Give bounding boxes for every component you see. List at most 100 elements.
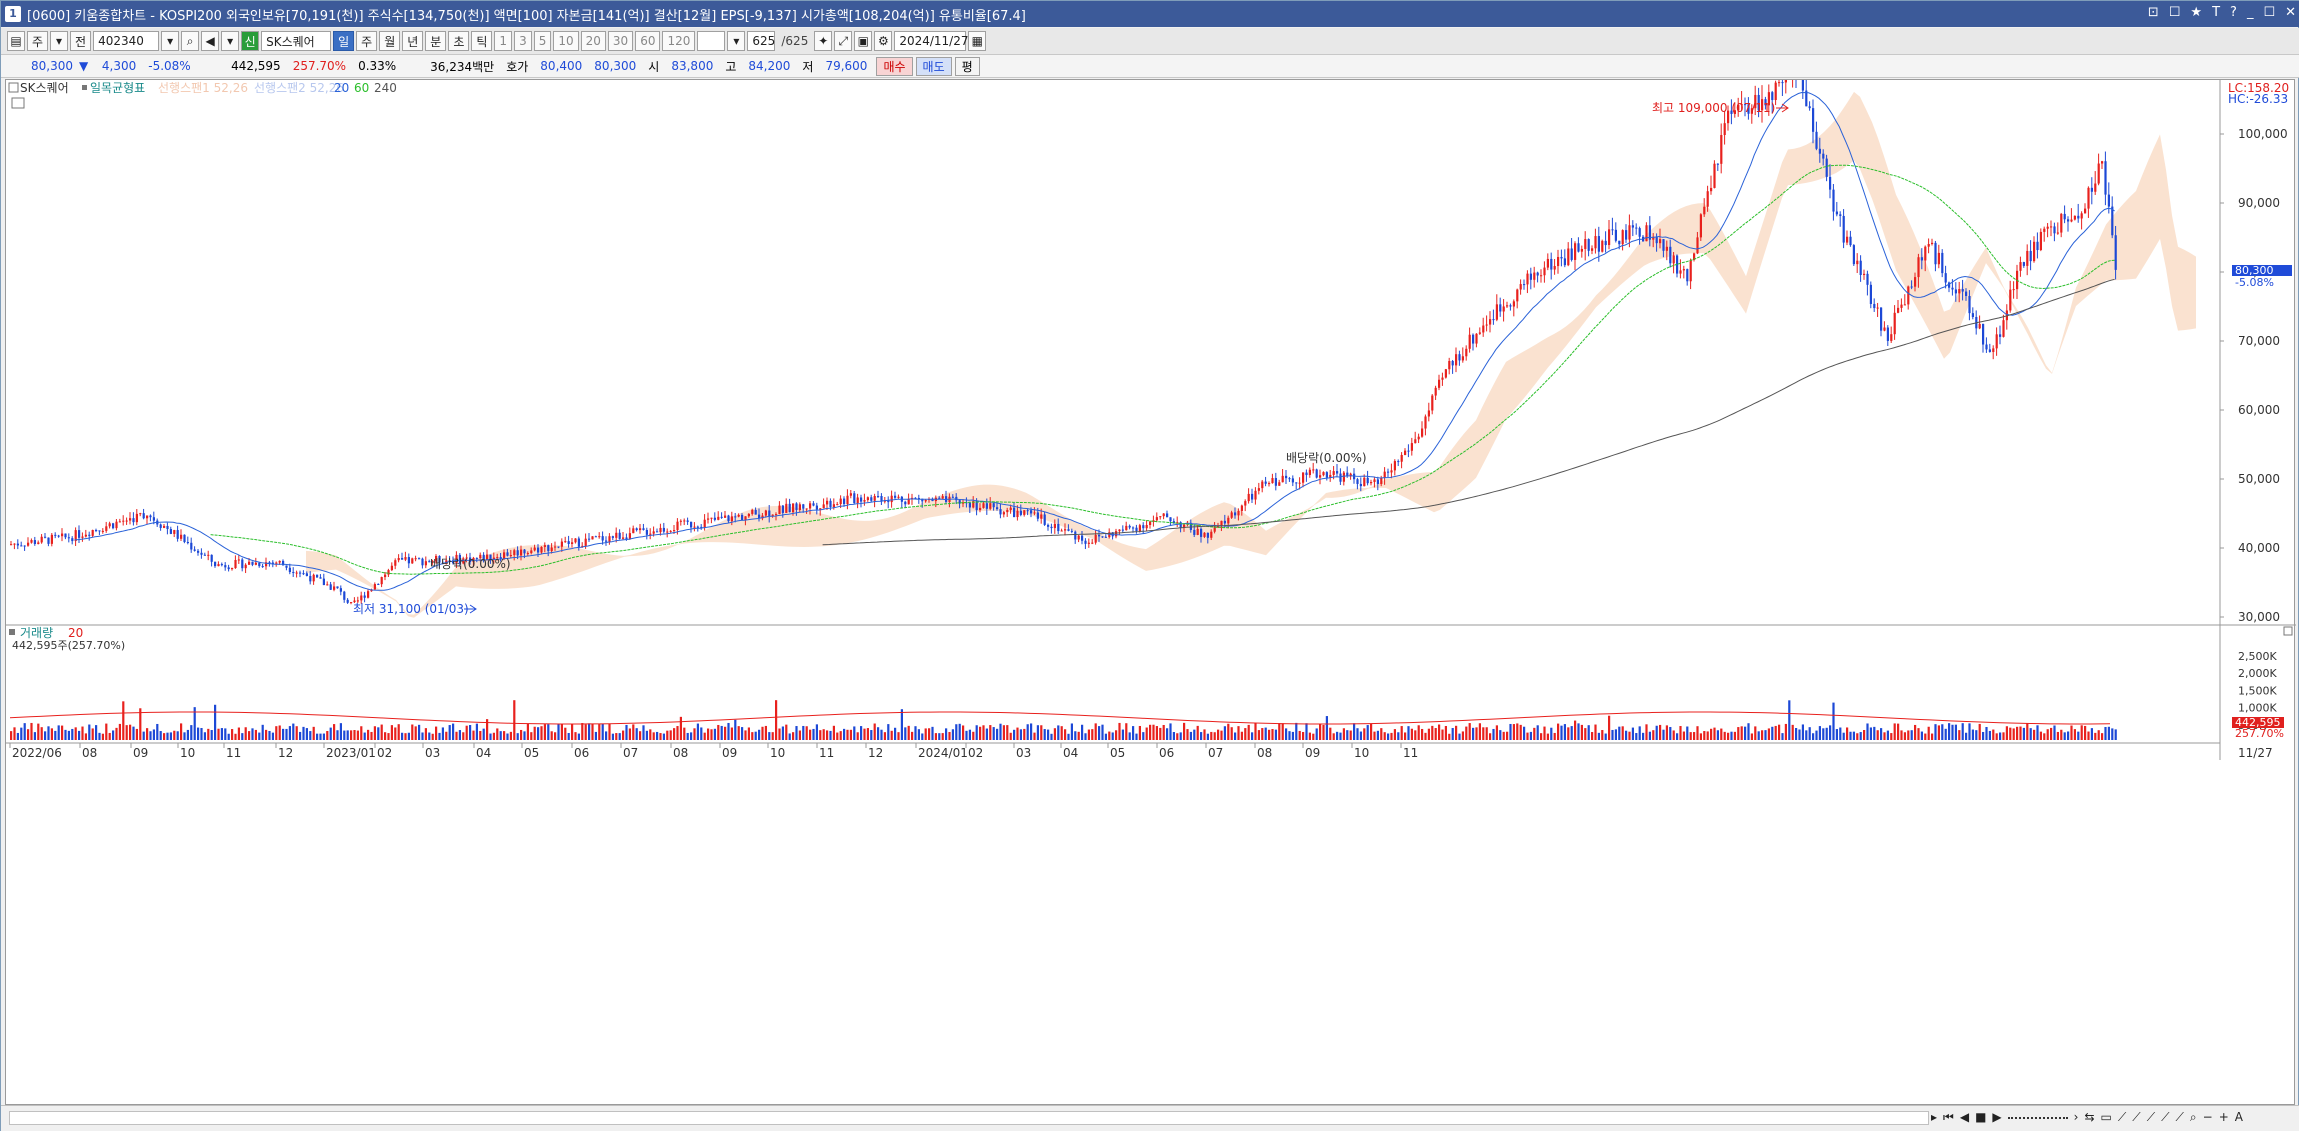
- tab-month[interactable]: 월: [379, 31, 401, 51]
- candle-body: [1716, 163, 1719, 165]
- favorite-icon[interactable]: ★: [2190, 5, 2203, 20]
- interval-10[interactable]: 10: [553, 31, 579, 51]
- compare-icon[interactable]: ⇆: [2084, 1110, 2095, 1124]
- interval-30[interactable]: 30: [607, 31, 634, 51]
- zoom-out-icon[interactable]: −: [2202, 1110, 2213, 1124]
- chevron-right-icon[interactable]: ›: [2073, 1110, 2079, 1124]
- candle-body: [169, 529, 172, 534]
- stock-name-field[interactable]: SK스퀘어: [261, 31, 332, 51]
- tool3-icon[interactable]: ⟋: [2146, 1110, 2156, 1124]
- volume-bar: [1417, 725, 1420, 740]
- code-input[interactable]: 402340: [93, 31, 160, 51]
- stop-icon[interactable]: ■: [1975, 1110, 1987, 1124]
- candle-body: [251, 561, 254, 565]
- horizontal-scrollbar[interactable]: ▸ ⏮ ◀ ■ ▶ › ⇆ ▭ ⟋ ⟋ ⟋ ⟋ ⟋ ⌕ − + A: [1, 1105, 2299, 1131]
- interval-3[interactable]: 3: [514, 31, 532, 51]
- scroll-right-icon[interactable]: ▸: [1931, 1110, 1938, 1124]
- candle-body: [1257, 488, 1260, 491]
- candle-body: [775, 514, 778, 516]
- menu-icon[interactable]: ▤: [7, 31, 25, 51]
- volume-bar: [268, 730, 271, 740]
- volume-bar: [1407, 726, 1410, 740]
- volume-bar: [1655, 725, 1658, 740]
- tab-week[interactable]: 주: [356, 31, 378, 51]
- chart-area[interactable]: SK스퀘어 일목균형표 선행스팬1 52,26 선행스팬2 52,26 20 6…: [5, 57, 2296, 1106]
- interval-1[interactable]: 1: [494, 31, 513, 51]
- volume-bar: [1026, 724, 1029, 740]
- candle-body: [1900, 304, 1903, 308]
- legend-ichimoku[interactable]: 일목균형표: [90, 81, 145, 95]
- sell-button[interactable]: 매도: [915, 56, 952, 76]
- zoom-in-icon[interactable]: +: [2218, 1110, 2229, 1124]
- minimize-button[interactable]: _: [2246, 5, 2254, 20]
- candle-body: [1121, 529, 1124, 531]
- candle-body: [305, 573, 308, 576]
- speaker-icon[interactable]: ◀: [201, 31, 220, 51]
- interval-120[interactable]: 120: [662, 31, 696, 51]
- font-icon[interactable]: T: [2212, 5, 2221, 20]
- tool2-icon[interactable]: ⟋: [2132, 1110, 2141, 1124]
- candle-body: [520, 549, 523, 556]
- candle-body: [407, 557, 410, 564]
- scroll-next-icon[interactable]: ▶: [1992, 1110, 2002, 1124]
- chevron-down-icon[interactable]: ▾: [727, 31, 746, 51]
- restore-layout-icon[interactable]: ☐: [2168, 5, 2181, 20]
- date-input[interactable]: 2024/11/27: [894, 31, 969, 51]
- layout-icon[interactable]: ▭: [2100, 1110, 2112, 1124]
- period-select[interactable]: 주: [27, 31, 49, 51]
- tab-day[interactable]: 일: [333, 31, 355, 51]
- zoom-slider[interactable]: [2007, 1116, 2068, 1119]
- custom-interval-input[interactable]: [697, 31, 726, 51]
- chevron-down-icon[interactable]: ▾: [50, 31, 69, 51]
- volume-pane-icon[interactable]: [9, 629, 15, 635]
- tool5-icon[interactable]: ⟋: [2175, 1110, 2184, 1124]
- volume-title[interactable]: 거래량: [20, 626, 53, 640]
- interval-20[interactable]: 20: [580, 31, 606, 51]
- chevron-down-icon[interactable]: ▾: [221, 31, 240, 51]
- count-input[interactable]: 625: [747, 31, 776, 51]
- font-size-icon[interactable]: A: [2234, 1110, 2243, 1124]
- code-dropdown-icon[interactable]: ▾: [161, 31, 180, 51]
- candle-body: [1781, 82, 1784, 84]
- pane-settings-icon[interactable]: [11, 97, 25, 109]
- tab-second[interactable]: 초: [448, 31, 470, 51]
- interval-5[interactable]: 5: [533, 31, 552, 51]
- volume-bar: [1380, 728, 1383, 740]
- scroll-first-icon[interactable]: ⏮: [1943, 1110, 1954, 1124]
- search-icon[interactable]: ⌕: [181, 31, 200, 51]
- market-select[interactable]: 전: [70, 31, 92, 51]
- volume-bar: [737, 726, 740, 740]
- scroll-track[interactable]: [9, 1111, 1929, 1125]
- price-volume-chart[interactable]: SK스퀘어 일목균형표 선행스팬1 52,26 선행스팬2 52,26 20 6…: [6, 57, 2296, 1106]
- indicator-icon[interactable]: ✦: [814, 31, 833, 51]
- close-button[interactable]: ✕: [2285, 5, 2296, 20]
- tool4-icon[interactable]: ⟋: [2161, 1110, 2170, 1124]
- candle-body: [649, 533, 652, 535]
- tab-year[interactable]: 년: [402, 31, 424, 51]
- scroll-prev-icon[interactable]: ◀: [1959, 1110, 1970, 1124]
- crosshair-icon[interactable]: ⤢: [834, 31, 853, 51]
- volume-bar: [846, 729, 849, 740]
- buy-button[interactable]: 매수: [876, 56, 913, 76]
- help-icon[interactable]: ?: [2230, 5, 2237, 20]
- volume-bar: [839, 731, 842, 740]
- volume-bar: [526, 723, 529, 740]
- calendar-icon[interactable]: ▦: [968, 31, 987, 51]
- pin-icon[interactable]: ⊡: [2147, 5, 2159, 20]
- balance-button[interactable]: 평: [954, 56, 980, 76]
- volume-bar: [581, 723, 584, 740]
- tab-minute[interactable]: 분: [425, 31, 447, 51]
- interval-60[interactable]: 60: [635, 31, 661, 51]
- tab-tick[interactable]: 틱: [471, 31, 493, 51]
- pane-toggle-icon[interactable]: [8, 82, 19, 93]
- candle-body: [598, 536, 601, 538]
- gear-icon[interactable]: ⚙: [874, 31, 893, 51]
- maximize-button[interactable]: ☐: [2263, 5, 2276, 20]
- tool-icon[interactable]: ⟋: [2117, 1110, 2127, 1124]
- zoom-icon[interactable]: ⌕: [2189, 1110, 2197, 1124]
- candle-body: [2002, 320, 2005, 337]
- volume-close-icon[interactable]: [2283, 626, 2293, 636]
- candle-body: [1801, 78, 1804, 91]
- volume-bar: [628, 728, 631, 740]
- save-icon[interactable]: ▣: [854, 31, 873, 51]
